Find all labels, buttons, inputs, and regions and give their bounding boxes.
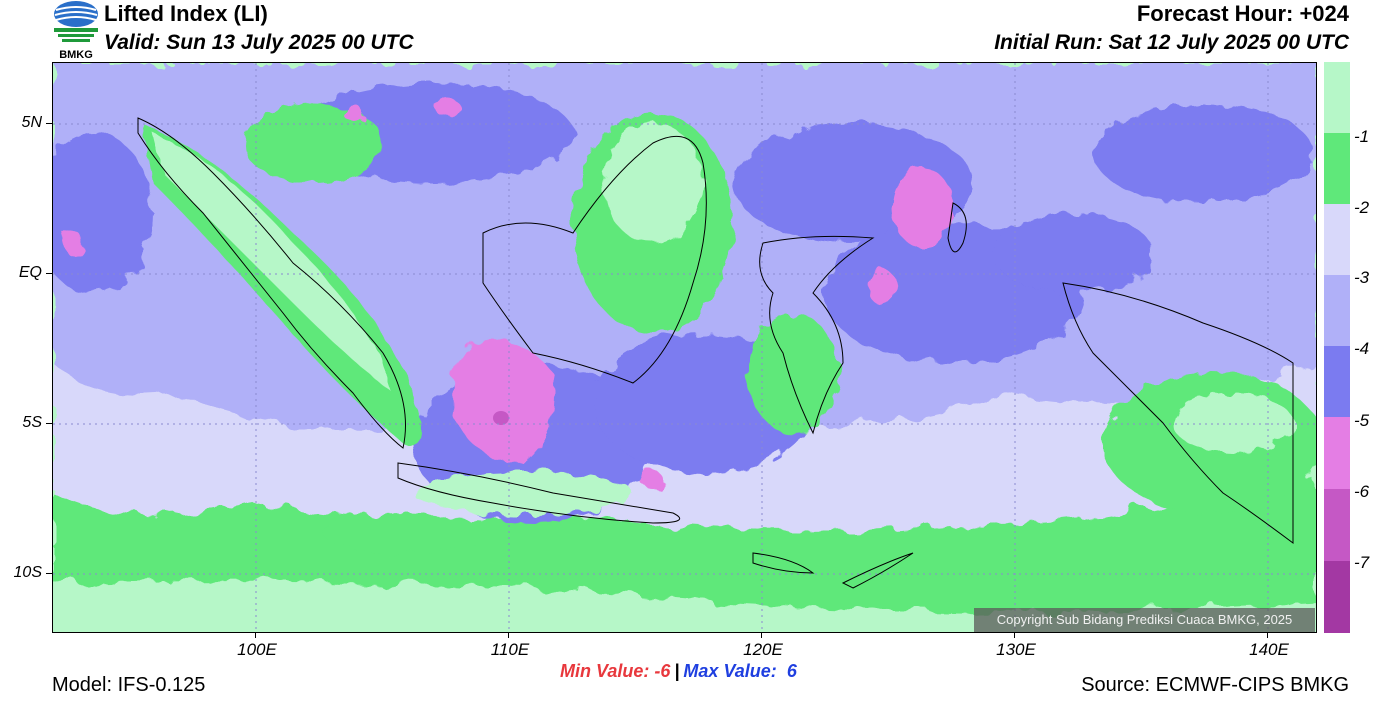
colorbar — [1324, 62, 1350, 633]
colorbar-seg — [1324, 204, 1350, 275]
lat-label-10s: 10S — [13, 564, 42, 581]
field-magenta — [63, 98, 953, 487]
min-label: Min Value: — [560, 661, 650, 681]
field-dark-magenta — [493, 411, 509, 425]
max-label: Max Value: — [683, 661, 777, 681]
colorbar-seg — [1324, 489, 1350, 561]
forecast-hour: Forecast Hour: +024 — [1136, 1, 1349, 26]
colorbar-label: -7 — [1354, 553, 1370, 572]
lat-label-5n: 5N — [21, 114, 42, 131]
colorbar-seg — [1324, 62, 1350, 133]
colorbar-label: -2 — [1354, 198, 1370, 217]
colorbar-seg — [1324, 417, 1350, 489]
lon-label-130e: 130E — [996, 640, 1036, 659]
lon-tick — [761, 632, 762, 638]
colorbar-label: -6 — [1354, 482, 1370, 501]
colorbar-label: -4 — [1354, 339, 1370, 358]
lat-tick — [46, 423, 52, 424]
valid-time: Valid: Sun 13 July 2025 00 UTC — [104, 31, 414, 54]
colorbar-label: -1 — [1354, 127, 1370, 146]
lon-label-110e: 110E — [490, 640, 530, 659]
colorbar-seg — [1324, 561, 1350, 633]
lon-tick — [1267, 632, 1268, 638]
lon-tick — [508, 632, 509, 638]
lon-tick — [1014, 632, 1015, 638]
lon-label-140e: 140E — [1249, 640, 1289, 659]
coastlines — [137, 117, 1294, 589]
model-label: Model: IFS-0.125 — [52, 674, 206, 696]
colorbar-seg — [1324, 275, 1350, 346]
lifted-index-map[interactable] — [52, 62, 1317, 633]
field-light-green-land — [153, 123, 1293, 515]
colorbar-label: -5 — [1354, 411, 1370, 430]
map-title: Lifted Index (LI) — [104, 1, 268, 26]
lon-label-100e: 100E — [237, 640, 277, 659]
colorbar-seg — [1324, 346, 1350, 417]
min-value: -6 — [654, 661, 671, 681]
lat-label-eq: EQ — [18, 264, 42, 281]
lon-tick — [255, 632, 256, 638]
lon-label-120e: 120E — [743, 640, 783, 659]
lat-tick — [46, 123, 52, 124]
logo-text: BMKG — [59, 49, 93, 61]
lat-label-5s: 5S — [22, 414, 42, 431]
initial-run: Initial Run: Sat 12 July 2025 00 UTC — [994, 31, 1349, 54]
bmkg-logo: BMKG — [50, 0, 102, 62]
max-value: 6 — [786, 661, 797, 681]
lat-tick — [46, 273, 52, 274]
minmax-separator: | — [674, 661, 680, 681]
lat-tick — [46, 573, 52, 574]
colorbar-label: -3 — [1354, 268, 1370, 287]
min-max-values: Min Value: -6 | Max Value: 6 — [560, 661, 797, 682]
copyright-notice: Copyright Sub Bidang Prediksi Cuaca BMKG… — [974, 608, 1315, 632]
colorbar-seg — [1324, 133, 1350, 204]
source-label: Source: ECMWF-CIPS BMKG — [1081, 674, 1349, 696]
gridlines — [53, 63, 1316, 632]
